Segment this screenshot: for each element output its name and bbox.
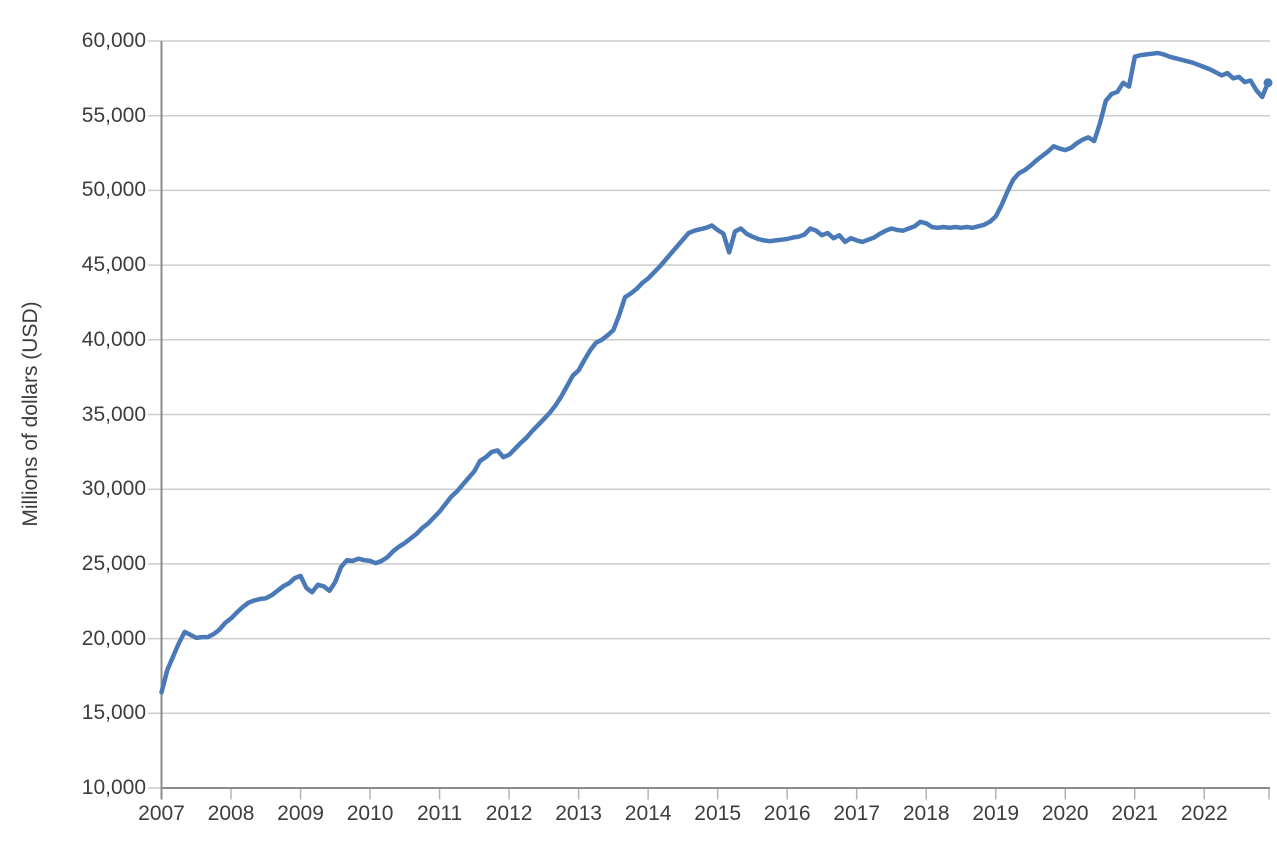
- y-tick-label: 30,000: [81, 477, 146, 501]
- y-axis-title: Millions of dollars (USD): [19, 301, 42, 527]
- y-tick-label: 25,000: [81, 551, 146, 575]
- x-tick-label: 2013: [555, 802, 602, 825]
- x-tick-label: 2009: [277, 802, 324, 825]
- x-tick-label: 2016: [763, 802, 811, 825]
- y-tick-label: 15,000: [81, 701, 146, 725]
- data-line: [159, 50, 1271, 695]
- y-tick-label: 60,000: [81, 29, 146, 52]
- x-tick-label: 2014: [624, 802, 672, 825]
- y-tick-label: 40,000: [81, 327, 146, 351]
- y-tick-label: 35,000: [81, 402, 146, 426]
- x-tick-label: 2018: [902, 802, 950, 825]
- x-tick-label: 2017: [833, 802, 881, 825]
- x-tick-label: 2007: [138, 802, 185, 825]
- x-tick-label: 2010: [346, 802, 394, 825]
- y-tick-label: 10,000: [81, 776, 146, 799]
- x-tick-label: 2021: [1111, 802, 1159, 825]
- y-tick-label: 55,000: [81, 103, 146, 127]
- x-tick-label: 2020: [1041, 802, 1089, 825]
- x-tick-label: 2022: [1180, 802, 1228, 825]
- x-tick-label: 2012: [485, 802, 533, 825]
- x-tick-label: 2011: [416, 802, 463, 825]
- y-tick-label: 50,000: [81, 178, 146, 202]
- end-point-marker: [1263, 78, 1273, 88]
- y-tick-label: 20,000: [81, 626, 146, 650]
- x-tick-label: 2019: [972, 802, 1020, 825]
- x-tick-label: 2008: [207, 802, 255, 825]
- y-tick-label: 45,000: [81, 253, 146, 277]
- x-tick-label: 2015: [694, 802, 741, 825]
